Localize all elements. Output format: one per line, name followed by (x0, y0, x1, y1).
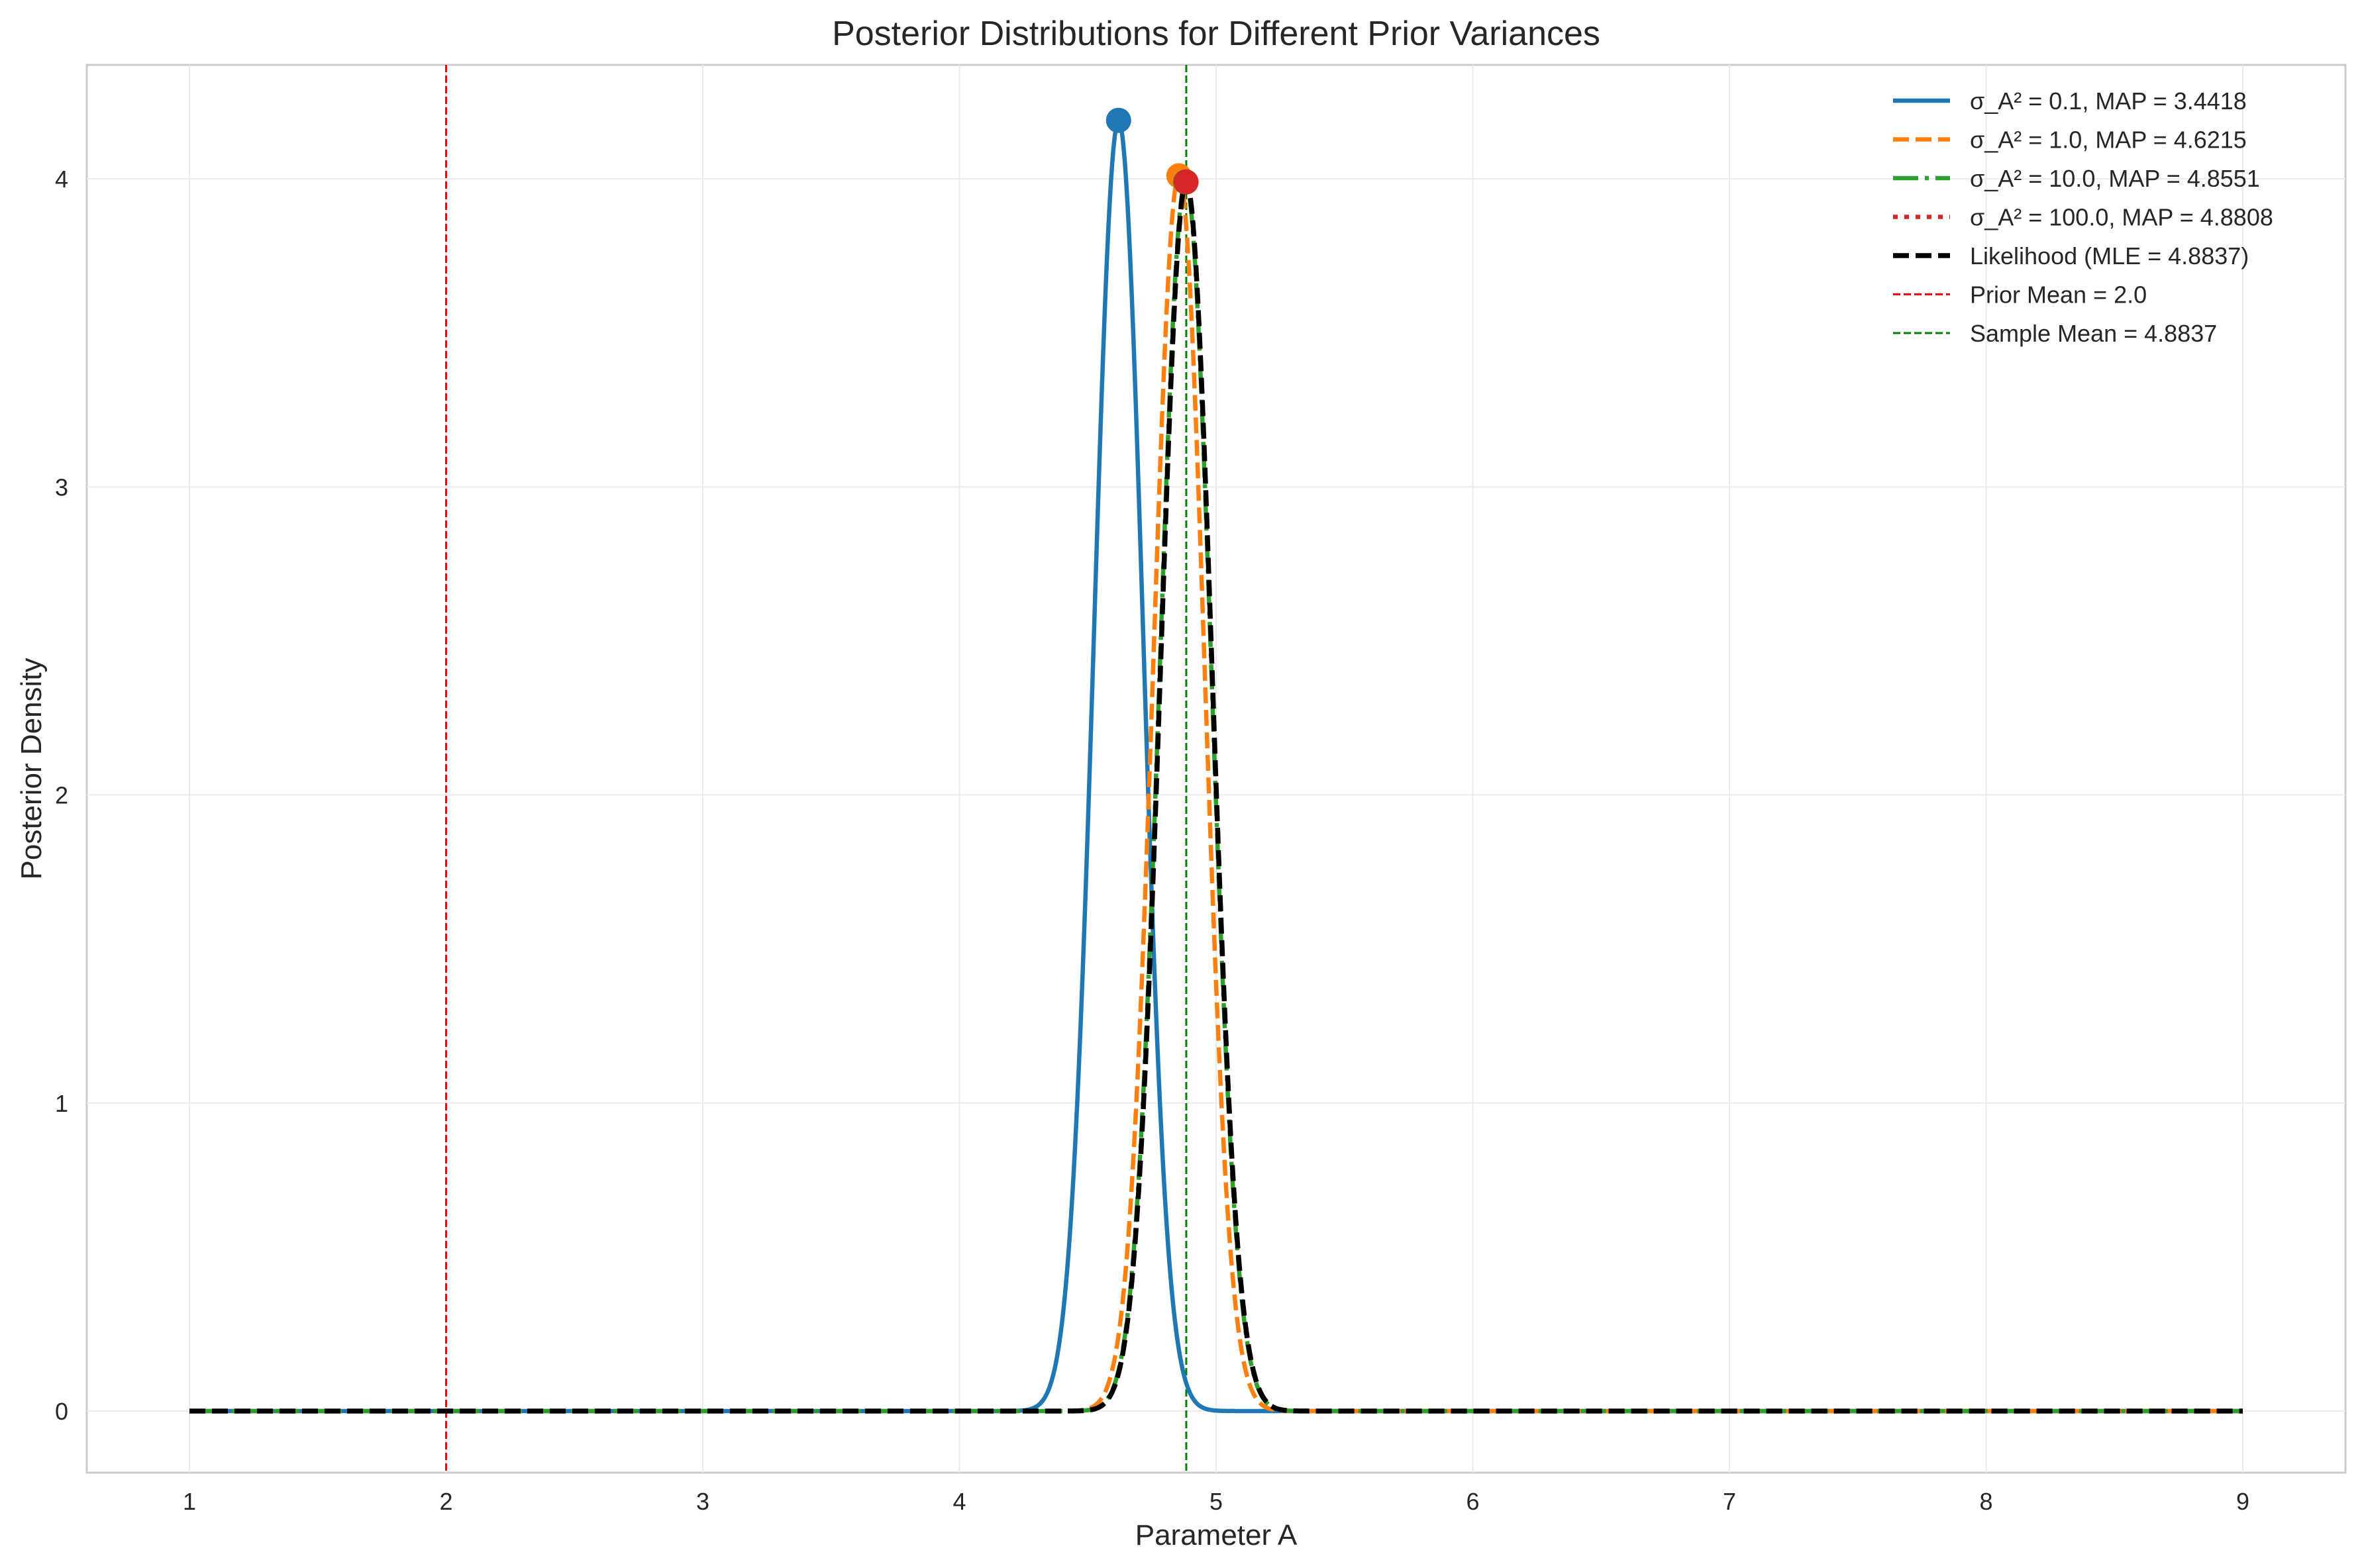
legend: σ_A² = 0.1, MAP = 3.4418 σ_A² = 1.0, MAP … (1893, 87, 2273, 347)
chart-title: Posterior Distributions for Different Pr… (832, 15, 1600, 53)
y-tick-label: 4 (55, 166, 68, 193)
y-axis-title: Posterior Density (15, 658, 48, 879)
series-lines (188, 118, 2244, 1414)
y-tick-label: 0 (55, 1398, 68, 1425)
x-tick-label: 9 (2236, 1488, 2249, 1515)
y-tick-label: 2 (55, 782, 68, 809)
x-axis-title: Parameter A (1135, 1519, 1298, 1551)
series-line-4 (188, 179, 2244, 1414)
y-tick-label: 3 (55, 473, 68, 501)
tick-labels: 1 2 3 4 5 6 7 8 9 0 1 2 3 4 (55, 166, 2249, 1515)
x-tick-label: 8 (1979, 1488, 1992, 1515)
y-tick-label: 1 (55, 1090, 68, 1117)
map-markers (1105, 107, 1199, 195)
x-tick-label: 6 (1466, 1488, 1479, 1515)
legend-label-0: σ_A² = 0.1, MAP = 3.4418 (1970, 87, 2247, 115)
legend-label-3: σ_A² = 100.0, MAP = 4.8808 (1970, 204, 2273, 231)
x-tick-label: 4 (952, 1488, 966, 1515)
map-marker-0 (1105, 107, 1131, 133)
x-tick-label: 7 (1723, 1488, 1736, 1515)
x-tick-label: 1 (183, 1488, 196, 1515)
legend-label-6: Sample Mean = 4.8837 (1970, 320, 2217, 347)
legend-label-5: Prior Mean = 2.0 (1970, 281, 2147, 309)
x-tick-label: 2 (439, 1488, 452, 1515)
x-tick-label: 5 (1209, 1488, 1223, 1515)
x-tick-label: 3 (696, 1488, 709, 1515)
legend-label-2: σ_A² = 10.0, MAP = 4.8551 (1970, 165, 2260, 192)
legend-label-4: Likelihood (MLE = 4.8837) (1970, 242, 2249, 270)
legend-label-1: σ_A² = 1.0, MAP = 4.6215 (1970, 126, 2247, 154)
reference-lines (445, 65, 1188, 1473)
map-marker-3 (1173, 169, 1199, 195)
